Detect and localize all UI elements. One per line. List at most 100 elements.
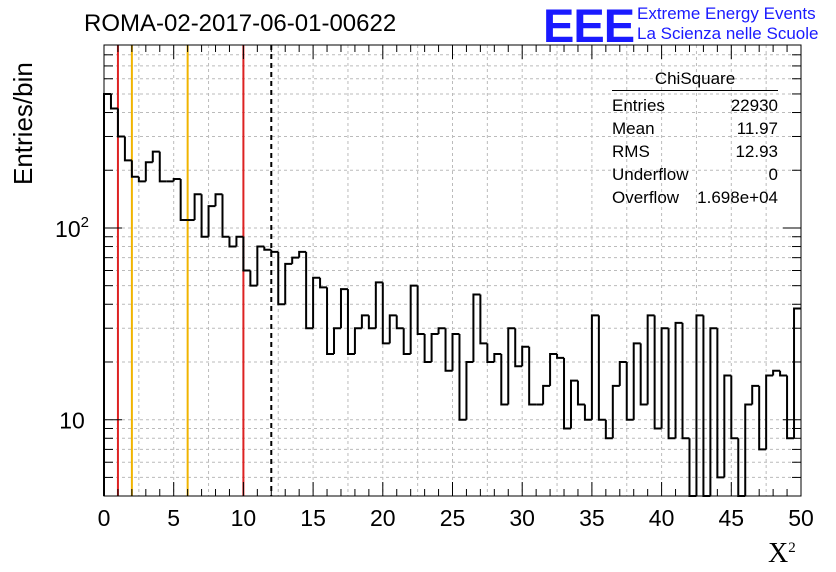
histogram-bin — [737, 438, 746, 497]
histogram-bin — [172, 178, 181, 182]
histogram-bin — [339, 288, 348, 329]
histogram-bin — [235, 235, 244, 247]
histogram-bin — [542, 384, 551, 405]
histogram-bin — [653, 315, 662, 430]
histogram-bin — [444, 328, 453, 372]
chart-title: ROMA-02-2017-06-01-00622 — [84, 10, 397, 37]
stats-row-entries: Entries 22930 — [612, 96, 778, 115]
histogram-bin — [346, 289, 355, 356]
histogram-bin — [116, 108, 125, 138]
histogram-bin — [563, 357, 571, 430]
histogram-bin — [381, 282, 390, 345]
x-tick-label: 25 — [440, 505, 466, 531]
histogram-bin — [723, 374, 732, 478]
histogram-bin — [151, 150, 160, 163]
histogram-bin — [249, 270, 258, 287]
histogram-bin — [667, 328, 676, 440]
histogram-bin — [312, 276, 321, 329]
stats-box: ChiSquare Entries 22930 Mean 11.97 RMS 12.9… — [612, 69, 778, 209]
histogram-bin — [514, 328, 523, 368]
histogram-bin — [618, 360, 627, 386]
histogram-bin — [374, 281, 383, 329]
histogram-bin — [423, 333, 432, 363]
histogram-bin — [709, 327, 718, 496]
histogram-bin — [388, 314, 397, 344]
histogram-bin — [702, 315, 711, 497]
y-tick-label: 102 — [55, 214, 89, 242]
histogram-bin — [639, 343, 648, 406]
x-tick-label: 35 — [579, 505, 605, 531]
histogram-bin — [103, 92, 111, 496]
histogram-bin — [751, 384, 760, 405]
histogram-bin — [298, 250, 307, 258]
histogram-bin — [214, 193, 223, 207]
histogram-bin — [144, 161, 153, 182]
x-axis-ticks: 0 5 10 15 20 25 30 35 40 45 50 — [98, 45, 814, 531]
histogram-bin — [291, 256, 300, 264]
histogram-bin — [395, 315, 404, 330]
x-tick-label: 20 — [370, 505, 396, 531]
x-tick-label: 15 — [300, 505, 326, 531]
histogram-bin — [465, 360, 474, 420]
stats-row-mean: Mean 11.97 — [612, 119, 778, 138]
histogram-bin — [158, 151, 167, 183]
histogram-bin — [507, 327, 516, 405]
stats-title: ChiSquare — [612, 69, 778, 91]
histogram-bin — [793, 307, 801, 439]
histogram-bin — [458, 333, 467, 421]
histogram-bin — [179, 179, 188, 222]
stats-row-underflow: Underflow 0 — [612, 165, 778, 184]
histogram-bin — [695, 314, 704, 496]
histogram-bins — [103, 92, 801, 497]
histogram-bin — [674, 321, 683, 439]
histogram-bin — [493, 353, 502, 362]
histogram-bin — [716, 328, 725, 479]
histogram-bin — [583, 404, 592, 421]
histogram-bin — [765, 374, 774, 450]
histogram-bin — [416, 285, 425, 335]
histogram-bin — [500, 354, 509, 406]
histogram-bin — [123, 136, 132, 162]
stats-row-overflow: Overflow 1.698e+04 — [612, 188, 778, 207]
histogram-bin — [556, 354, 565, 359]
x-tick-label: 30 — [509, 505, 535, 531]
histogram-bin — [611, 384, 620, 439]
histogram-bin — [409, 284, 418, 355]
histogram-bin — [597, 315, 606, 421]
histogram-bin — [109, 93, 118, 110]
x-tick-label: 50 — [788, 505, 814, 531]
histogram-bin — [604, 419, 613, 440]
x-tick-label: 5 — [167, 505, 180, 531]
histogram-bin — [632, 342, 641, 420]
histogram-bin — [333, 327, 341, 355]
histogram-bin — [305, 251, 314, 330]
histogram-bin — [228, 236, 237, 248]
histogram-bin — [730, 375, 739, 440]
histogram-bin — [772, 369, 781, 376]
histogram-bin — [549, 353, 558, 386]
histogram-bin — [319, 277, 328, 289]
histogram-bin — [646, 314, 655, 405]
histogram-bin — [326, 287, 335, 356]
histogram-bin — [207, 205, 216, 237]
histogram-bin — [451, 332, 460, 371]
histogram-bin — [758, 385, 767, 451]
histogram-bin — [786, 375, 795, 440]
histogram-bin — [528, 346, 537, 406]
histogram-bin — [590, 314, 599, 420]
x-tick-label: 40 — [649, 505, 675, 531]
histogram-bin — [688, 438, 697, 497]
x-tick-label: 0 — [98, 505, 111, 531]
histogram-bin — [130, 160, 139, 178]
logo-caption-line2: La Scienza nelle Scuole — [637, 24, 819, 43]
stats-row-rms: RMS 12.93 — [612, 142, 778, 161]
x-tick-label: 10 — [231, 505, 257, 531]
eee-logo: EEE — [543, 0, 635, 52]
x-tick-label: 45 — [719, 505, 745, 531]
histogram-bin — [472, 293, 481, 362]
histogram-bin — [242, 236, 251, 272]
histogram-bin — [569, 379, 578, 429]
histogram-bin — [277, 251, 286, 306]
logo-caption-line1: Extreme Energy Events — [637, 4, 816, 23]
